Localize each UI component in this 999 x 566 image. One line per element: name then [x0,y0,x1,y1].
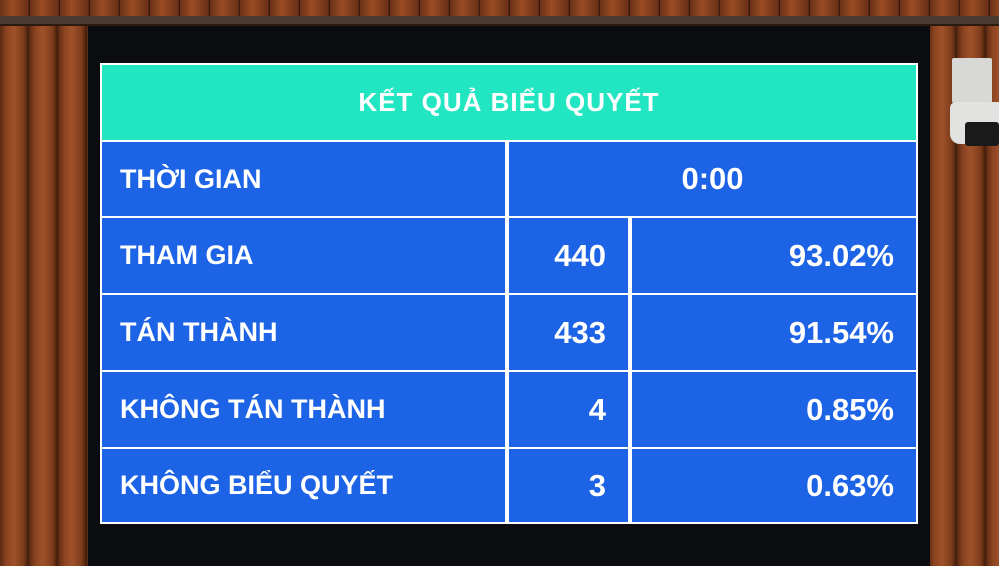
row-count: 440 [509,218,628,293]
row-count: 3 [509,449,628,522]
wall-rail [0,16,999,26]
row-percent: 93.02% [632,218,916,293]
row-label: KHÔNG TÁN THÀNH [102,372,505,447]
row-percent: 0.63% [632,449,916,522]
camera-mount [952,58,992,103]
row-percent: 91.54% [632,295,916,370]
time-label: THỜI GIAN [102,142,505,216]
row-label: THAM GIA [102,218,505,293]
board-title: KẾT QUẢ BIỂU QUYẾT [102,65,916,140]
vote-results-board: KẾT QUẢ BIỂU QUYẾT THỜI GIAN 0:00 THAM G… [100,63,918,524]
row-label: KHÔNG BIỂU QUYẾT [102,449,505,522]
camera-lens [965,122,999,146]
row-count: 4 [509,372,628,447]
row-label: TÁN THÀNH [102,295,505,370]
row-percent: 0.85% [632,372,916,447]
wood-wall-top [0,0,999,16]
row-count: 433 [509,295,628,370]
time-value: 0:00 [509,142,916,216]
